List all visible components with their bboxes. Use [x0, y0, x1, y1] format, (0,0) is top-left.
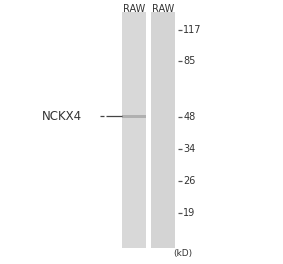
Text: 48: 48: [183, 112, 196, 122]
Text: 26: 26: [183, 176, 196, 186]
Text: RAW: RAW: [152, 4, 174, 14]
Text: 85: 85: [183, 56, 196, 66]
Bar: [122, 12, 146, 248]
Text: NCKX4: NCKX4: [42, 110, 82, 123]
Text: (kD): (kD): [173, 249, 192, 258]
Text: 34: 34: [183, 144, 196, 154]
Text: 117: 117: [183, 25, 202, 35]
Text: 19: 19: [183, 208, 196, 218]
Bar: [151, 12, 175, 248]
Text: RAW: RAW: [123, 4, 145, 14]
Bar: [122, 115, 146, 118]
